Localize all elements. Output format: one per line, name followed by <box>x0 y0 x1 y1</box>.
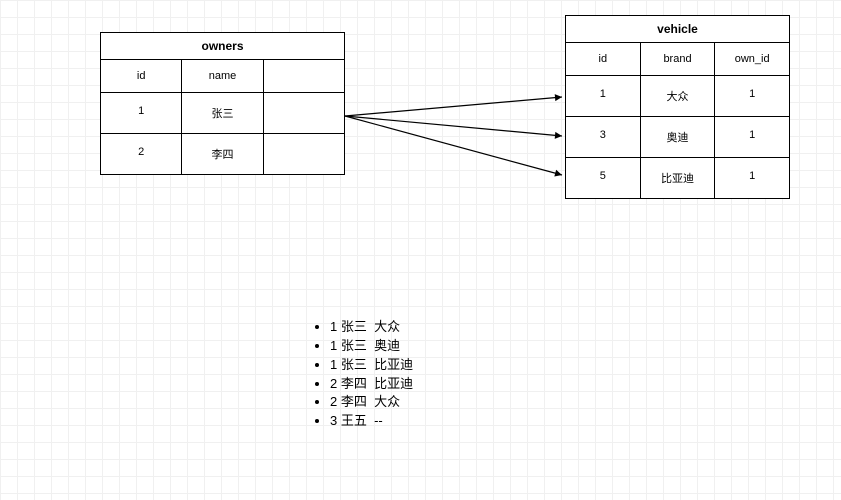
list-item: 1 张三 奥迪 <box>330 337 413 356</box>
vehicle-cell: 1 <box>714 158 789 198</box>
owners-cell: 李四 <box>181 134 262 174</box>
vehicle-cell: 1 <box>714 117 789 157</box>
vehicle-title: vehicle <box>566 16 789 43</box>
vehicle-col-1: brand <box>640 43 715 75</box>
owners-table: owners id name 1 张三 2 李四 <box>100 32 345 175</box>
list-item: 2 李四 比亚迪 <box>330 375 413 394</box>
list-item: 1 张三 大众 <box>330 318 413 337</box>
owners-cell <box>263 134 344 174</box>
vehicle-cell: 比亚迪 <box>640 158 715 198</box>
owners-header-row: id name <box>101 60 344 92</box>
owners-row-1: 2 李四 <box>101 133 344 174</box>
vehicle-col-2: own_id <box>714 43 789 75</box>
owners-cell: 张三 <box>181 93 262 133</box>
vehicle-cell: 大众 <box>640 76 715 116</box>
vehicle-cell: 5 <box>566 158 640 198</box>
vehicle-row-2: 5 比亚迪 1 <box>566 157 789 198</box>
owners-row-0: 1 张三 <box>101 92 344 133</box>
vehicle-cell: 1 <box>714 76 789 116</box>
vehicle-row-1: 3 奥迪 1 <box>566 116 789 157</box>
vehicle-col-0: id <box>566 43 640 75</box>
owners-title: owners <box>101 33 344 60</box>
owners-col-1: name <box>181 60 262 92</box>
vehicle-cell: 3 <box>566 117 640 157</box>
owners-col-2 <box>263 60 344 92</box>
list-item: 3 王五 -- <box>330 412 413 431</box>
list-item: 1 张三 比亚迪 <box>330 356 413 375</box>
vehicle-row-0: 1 大众 1 <box>566 75 789 116</box>
join-result-list: 1 张三 大众 1 张三 奥迪 1 张三 比亚迪 2 李四 比亚迪 2 李四 大… <box>310 318 413 431</box>
vehicle-table: vehicle id brand own_id 1 大众 1 3 奥迪 1 5 … <box>565 15 790 199</box>
owners-col-0: id <box>101 60 181 92</box>
owners-cell: 1 <box>101 93 181 133</box>
vehicle-header-row: id brand own_id <box>566 43 789 75</box>
list-item: 2 李四 大众 <box>330 393 413 412</box>
owners-cell: 2 <box>101 134 181 174</box>
vehicle-cell: 奥迪 <box>640 117 715 157</box>
vehicle-cell: 1 <box>566 76 640 116</box>
owners-cell <box>263 93 344 133</box>
